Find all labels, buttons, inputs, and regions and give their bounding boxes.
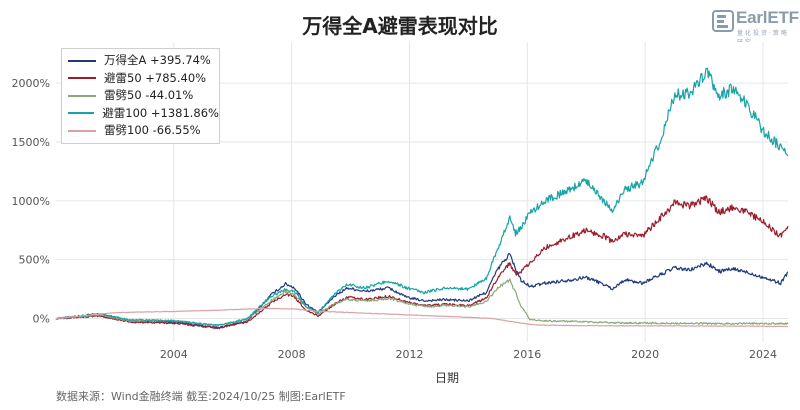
chart-lines xyxy=(55,67,789,330)
logo-text: EarlETF xyxy=(736,8,799,27)
chart-title: 万得全A避雷表现对比 xyxy=(302,14,498,38)
chart-axes: 0% 500% 1000% 1500% 2000% 2004 2008 2012 2016 202… xyxy=(12,77,777,385)
chart-legend: 万得全A +395.74% 避雷50 +785.40% 雷劈50 -44.01% 避雷… xyxy=(61,48,220,144)
data-source-note: 数据来源：Wind金融终端 截至:2024/10/25 制图:EarlETF xyxy=(56,390,346,403)
legend-swatch xyxy=(68,59,96,62)
y-tick-label: 1500% xyxy=(12,136,50,149)
x-tick-label: 2020 xyxy=(631,348,659,361)
earletf-logo: EarlETF 量化投资·策略研究 xyxy=(712,8,799,46)
x-tick-label: 2008 xyxy=(278,348,306,361)
legend-item: 雷劈100 -66.55% xyxy=(68,122,219,140)
legend-swatch xyxy=(68,112,95,115)
y-tick-label: 0% xyxy=(33,312,50,325)
x-tick-label: 2012 xyxy=(395,348,423,361)
y-tick-label: 1000% xyxy=(12,195,50,208)
legend-item: 避雷50 +785.40% xyxy=(68,70,219,88)
legend-swatch xyxy=(68,77,96,80)
legend-item: 雷劈50 -44.01% xyxy=(68,87,219,105)
y-tick-label: 2000% xyxy=(12,77,50,90)
series-line-3 xyxy=(55,67,789,326)
legend-label: 雷劈100 -66.55% xyxy=(104,123,201,137)
x-tick-label: 2024 xyxy=(749,348,777,361)
x-axis-label: 日期 xyxy=(435,371,459,385)
legend-swatch xyxy=(68,94,96,97)
legend-label: 万得全A +395.74% xyxy=(104,53,211,67)
legend-swatch xyxy=(68,129,96,132)
logo-mark-icon xyxy=(712,10,734,32)
legend-item: 避雷100 +1381.86% xyxy=(68,105,219,123)
legend-label: 避雷100 +1381.86% xyxy=(102,105,219,120)
legend-label: 避雷50 +785.40% xyxy=(104,70,207,85)
x-tick-label: 2016 xyxy=(513,348,541,361)
x-tick-label: 2004 xyxy=(160,348,188,361)
series-line-0 xyxy=(55,252,789,330)
y-tick-label: 500% xyxy=(19,254,50,267)
series-line-4 xyxy=(55,307,789,328)
legend-item: 万得全A +395.74% xyxy=(68,52,219,70)
legend-label: 雷劈50 -44.01% xyxy=(104,88,194,102)
